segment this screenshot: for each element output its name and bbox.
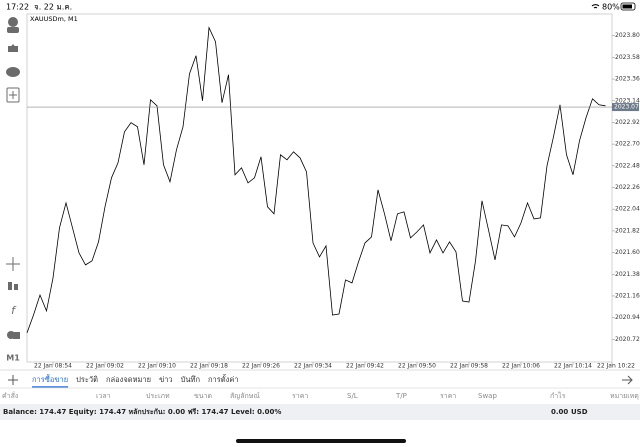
y-tick-label: 2022.920 — [615, 119, 640, 126]
y-tick-label: 2023.360 — [615, 76, 640, 83]
chart-title: XAUUSDm, M1 — [30, 15, 78, 23]
y-tick-label: 2021.160 — [615, 292, 640, 299]
y-tick-label: 2022.040 — [615, 206, 640, 213]
account-summary: Balance: 174.47 Equity: 174.47 หลักประกั… — [3, 408, 281, 416]
tab[interactable]: ข่าว — [159, 375, 173, 384]
column-header: สัญลักษณ์ — [230, 392, 260, 400]
x-tick-label: 22 Jan 10:14 — [554, 363, 592, 370]
column-header: กำไร — [550, 391, 566, 400]
account-icon[interactable] — [8, 17, 18, 27]
account-row — [0, 404, 640, 420]
home-indicator — [236, 439, 406, 443]
chat-icon[interactable] — [6, 67, 20, 77]
account-profit: 0.00 — [551, 408, 568, 416]
indicators-icon-bar — [14, 284, 18, 290]
y-tick-label: 2020.940 — [615, 314, 640, 321]
column-header: T/P — [395, 392, 407, 400]
y-tick-label: 2023.580 — [615, 54, 640, 61]
x-tick-label: 22 Jan 08:54 — [34, 363, 72, 370]
y-tick-label: 2022.260 — [615, 184, 640, 191]
x-tick-label: 22 Jan 09:02 — [86, 363, 124, 370]
x-tick-label: 22 Jan 09:50 — [398, 363, 436, 370]
battery-icon — [620, 2, 636, 11]
current-price-box — [612, 103, 639, 112]
column-header: หมายเหตุ — [610, 392, 639, 400]
column-header: ประเภท — [146, 392, 170, 400]
column-header: เวลา — [96, 392, 111, 400]
y-tick-label: 2022.700 — [615, 141, 640, 148]
new-order-icon[interactable] — [6, 87, 20, 103]
timeframe-button[interactable]: M1 — [6, 354, 20, 363]
chart-frame — [26, 13, 613, 363]
price-line — [26, 26, 606, 334]
column-header: S/L — [347, 392, 358, 400]
y-tick-label: 2021.820 — [615, 227, 640, 234]
y-tick-label: 2021.380 — [615, 271, 640, 278]
expand-icon[interactable] — [622, 375, 633, 385]
x-tick-label: 22 Jan 09:18 — [190, 363, 228, 370]
x-tick-label: 22 Jan 09:10 — [138, 363, 176, 370]
tab[interactable]: การตั้งค่า — [208, 374, 239, 384]
plot: 2023.800 2023.580 2023.360 2023.140 2022.920… — [26, 26, 640, 370]
objects-icon-square — [13, 332, 20, 339]
battery-percent: 80% — [602, 3, 620, 12]
x-tick-label: 22 Jan 09:34 — [294, 363, 332, 370]
battery-level — [622, 4, 632, 9]
y-tick-label: 2023.800 — [615, 32, 640, 39]
account-icon-body — [7, 27, 19, 33]
x-tick-label: 22 Jan 10:22 — [597, 363, 635, 370]
current-price-label: 2023.076 — [614, 104, 640, 111]
tab[interactable]: ประวัติ — [76, 375, 98, 384]
column-header: ราคา — [440, 392, 456, 400]
account-currency: USD — [571, 408, 588, 416]
tab[interactable]: กล่องจดหมาย — [106, 375, 151, 384]
x-tick-label: 22 Jan 10:06 — [502, 363, 540, 370]
column-header: Swap — [478, 392, 497, 400]
x-tick-label: 22 Jan 09:26 — [242, 363, 280, 370]
trade-icon[interactable] — [8, 44, 18, 52]
y-tick-label: 2022.480 — [615, 162, 640, 169]
left-toolbar: f M1 — [6, 17, 20, 363]
plus-sign — [9, 91, 17, 99]
crosshair-icon[interactable] — [6, 257, 20, 271]
x-tick-label: 22 Jan 09:58 — [450, 363, 488, 370]
x-tick-label: 22 Jan 09:42 — [346, 363, 384, 370]
column-header: ราคา — [292, 392, 308, 400]
y-tick-label: 2023.140 — [615, 97, 640, 104]
tabs: การซื้อขาย ประวัติ กล่องจดหมาย ข่าว บันทึก กา… — [32, 374, 239, 388]
status-date: จ. 22 ม.ค. — [34, 3, 72, 12]
y-tick-label: 2020.720 — [615, 336, 640, 343]
status-time: 17:22 — [6, 3, 29, 12]
tab[interactable]: การซื้อขาย — [32, 374, 68, 384]
add-button[interactable] — [8, 375, 18, 385]
y-tick-label: 2021.600 — [615, 249, 640, 256]
column-header: คำสั่ง — [2, 391, 18, 400]
column-header: ขนาด — [194, 392, 212, 400]
indicators-icon[interactable] — [8, 282, 12, 290]
column-headers: คำสั่ง เวลา ประเภท ขนาด สัญลักษณ์ ราคา S/L T/P ร… — [2, 391, 639, 400]
function-icon[interactable]: f — [11, 304, 17, 317]
tab[interactable]: บันทึก — [181, 375, 200, 384]
wifi-icon — [591, 4, 600, 9]
